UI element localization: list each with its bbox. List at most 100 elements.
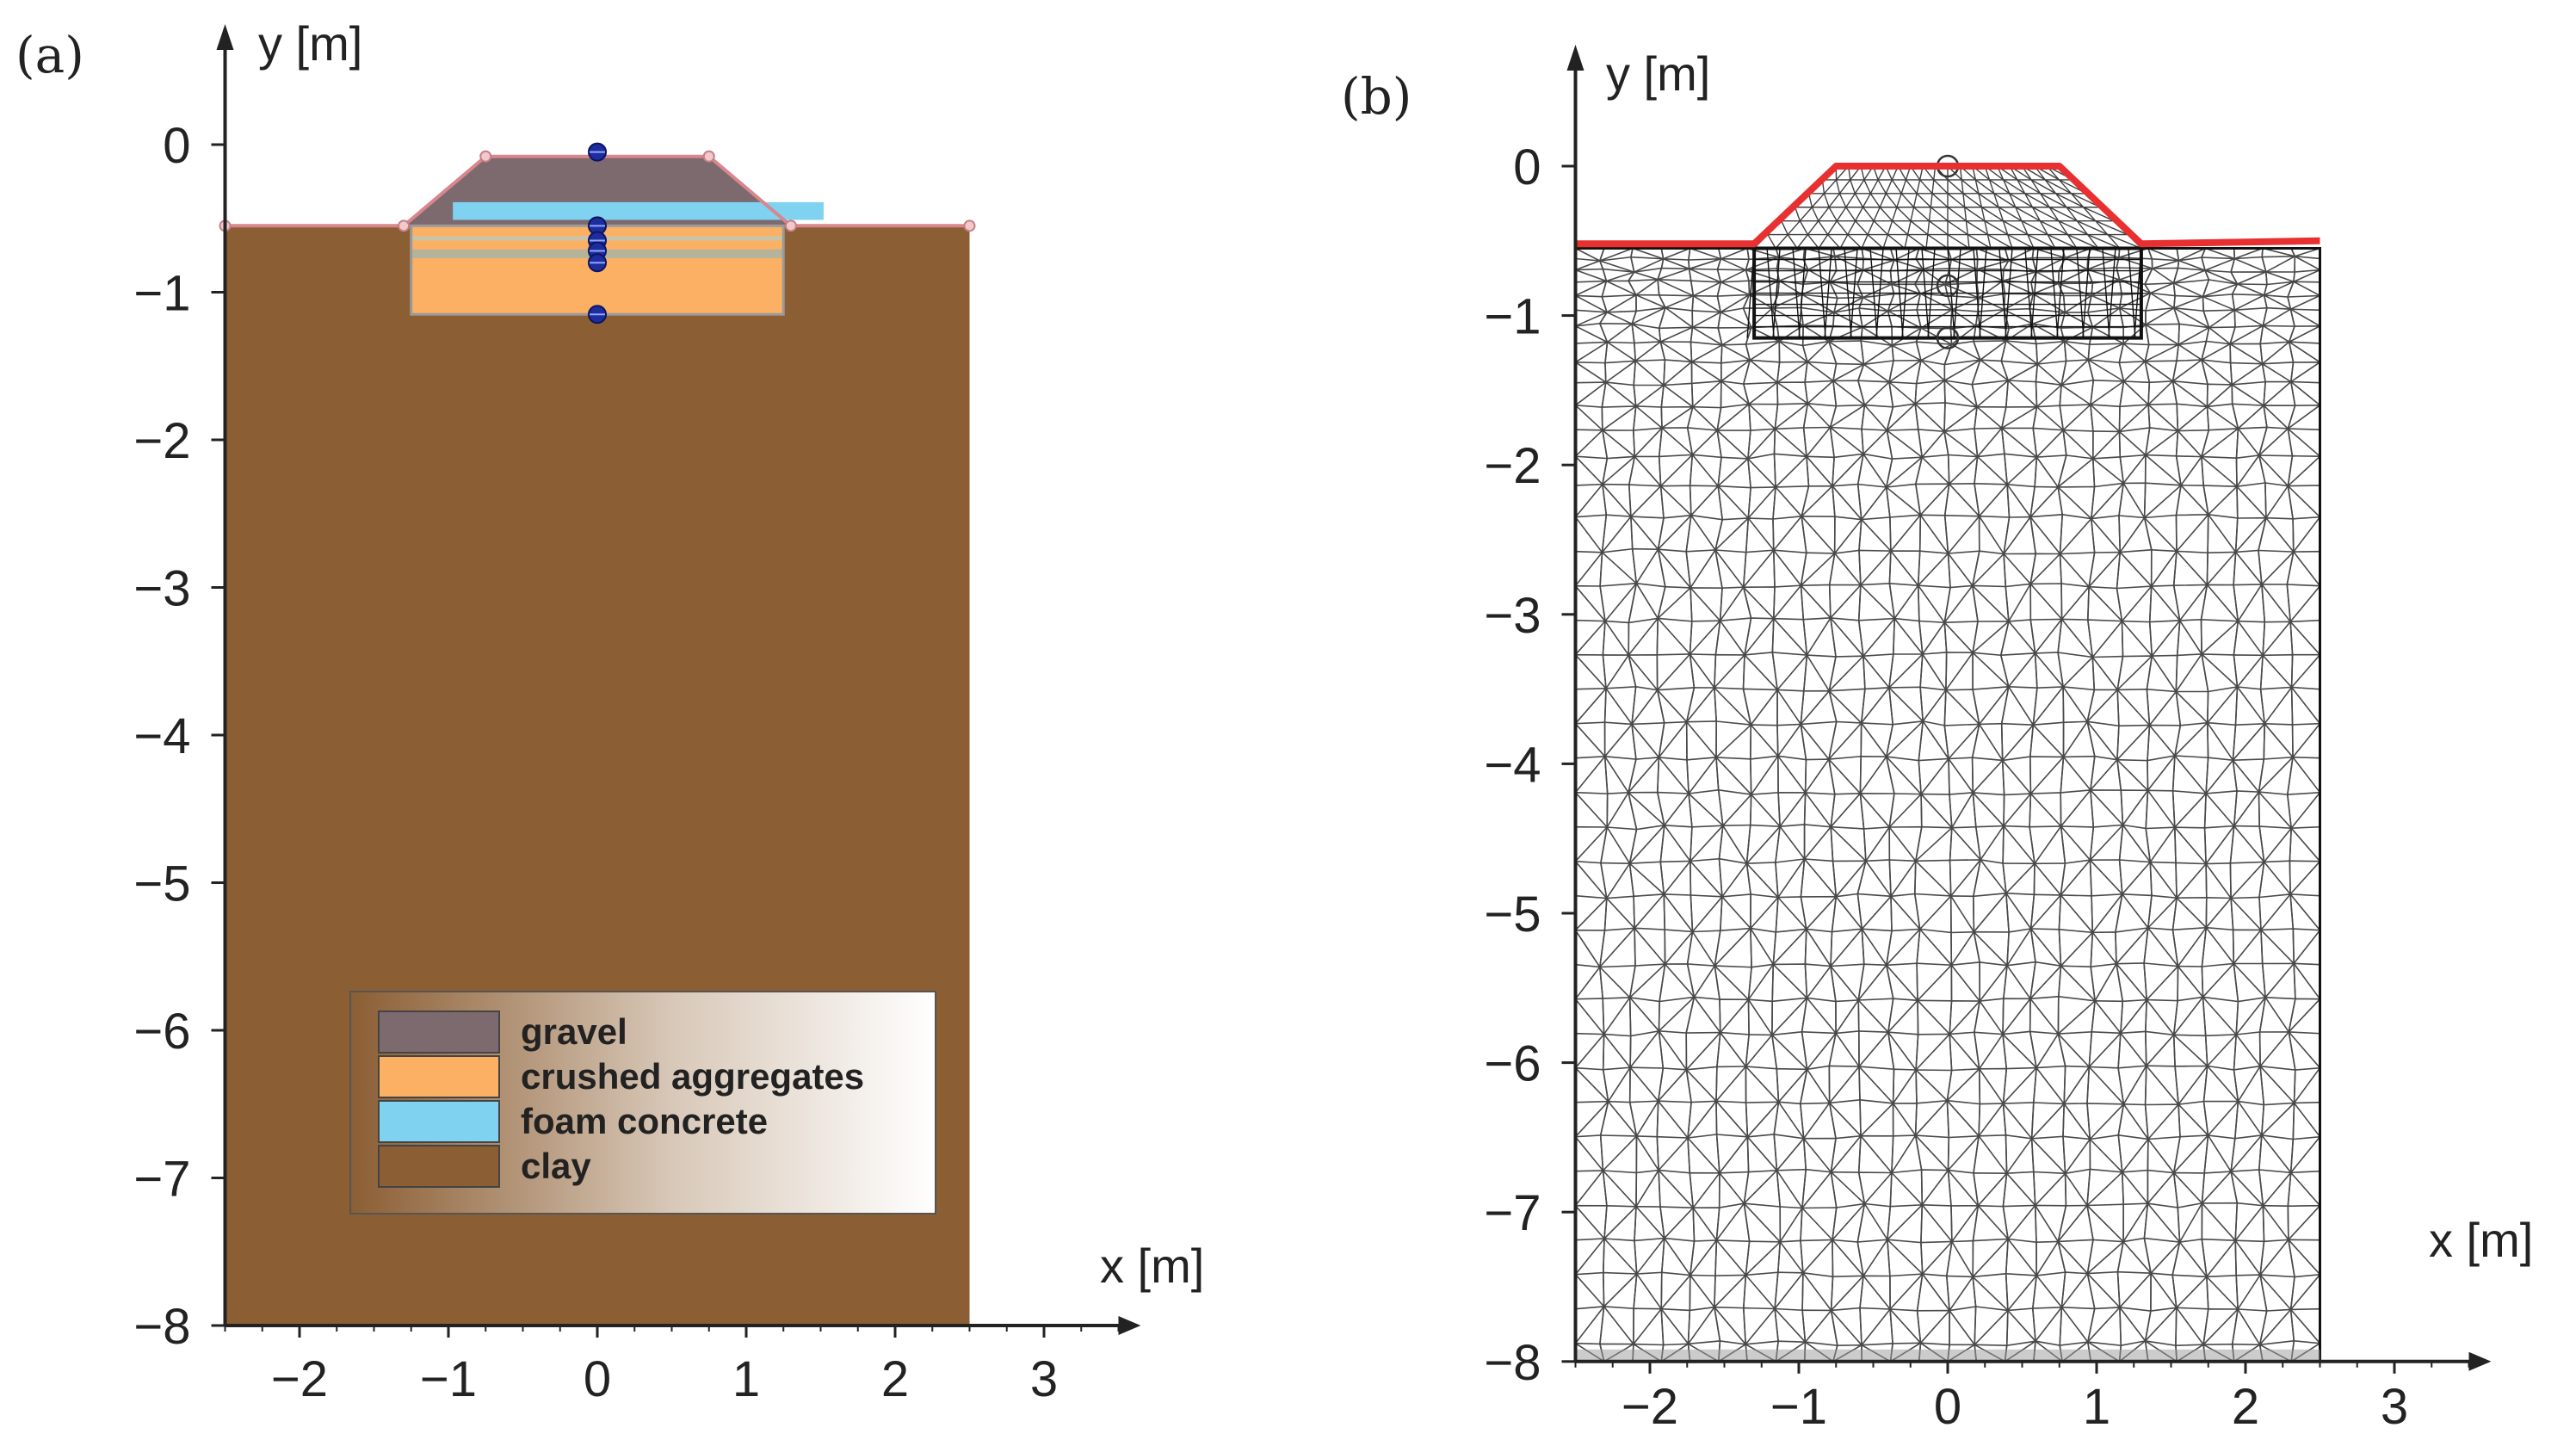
mesh-cell	[2234, 1100, 2265, 1139]
mesh-cell	[2057, 454, 2096, 488]
mesh-cell	[1776, 361, 1808, 383]
structure-mesh-col	[2005, 248, 2013, 338]
mesh-cell	[2147, 1169, 2179, 1208]
mesh-cell	[1888, 859, 1917, 897]
mesh-cell	[1714, 1239, 1751, 1276]
mesh-cell	[2120, 998, 2148, 1034]
mesh-cell	[1574, 1204, 1608, 1240]
mesh-cell	[2144, 1103, 2181, 1140]
mesh-cell	[1685, 996, 1721, 1034]
mesh-cell	[1945, 652, 1974, 691]
mesh-cell	[1745, 824, 1782, 864]
embankment-mesh-diag	[2048, 207, 2078, 222]
mesh-cell	[1602, 430, 1636, 459]
mesh-cell	[1690, 380, 1722, 408]
mesh-cell	[1602, 997, 1632, 1036]
mesh-cell	[2151, 258, 2180, 269]
mesh-cell	[2064, 1168, 2091, 1206]
embankment-mesh-col	[2030, 179, 2042, 195]
mesh-cell	[1745, 862, 1779, 899]
mesh-cell	[1777, 792, 1807, 827]
mesh-cell	[1604, 341, 1636, 363]
mesh-cell	[1599, 582, 1638, 623]
mesh-cell	[2259, 653, 2294, 689]
mesh-cell	[2205, 897, 2234, 930]
mesh-cell	[2005, 1134, 2035, 1174]
mesh-cell	[2201, 359, 2233, 386]
mesh-cell	[2060, 311, 2094, 329]
embankment-mesh-diag	[1905, 179, 1918, 195]
mesh-cell	[1720, 380, 1750, 408]
y-tick-label: −4	[133, 708, 190, 764]
y-tick-label: −1	[133, 266, 190, 322]
embankment-mesh-col	[2017, 179, 2026, 195]
mesh-cell	[2090, 789, 2124, 827]
mesh-cell	[2029, 825, 2066, 864]
mesh-cell	[1801, 997, 1837, 1034]
embankment-mesh-col	[1796, 234, 1808, 249]
mesh-cell	[1660, 1307, 1691, 1345]
mesh-cell	[2289, 619, 2321, 656]
mesh-cell	[2258, 426, 2294, 456]
embankment-mesh-col	[1993, 193, 1999, 207]
mesh-cell	[1745, 517, 1775, 553]
mesh-cell	[1659, 341, 1693, 362]
mesh-cell	[2290, 380, 2321, 406]
mesh-cell	[2144, 343, 2180, 362]
x-tick-label: −1	[420, 1351, 477, 1407]
embankment-mesh-diag	[1929, 220, 1949, 236]
mesh-cell	[1635, 1135, 1659, 1173]
mesh-cell	[1888, 793, 1923, 828]
mesh-cell	[1835, 999, 1860, 1034]
embankment-mesh-col	[2058, 179, 2073, 195]
mesh-cell	[2235, 454, 2266, 487]
mesh-cell	[1656, 653, 1696, 691]
mesh-cell	[1685, 720, 1718, 760]
mesh-cell	[2032, 1271, 2066, 1309]
mesh-cell	[1949, 258, 1979, 270]
mesh-cell	[1688, 788, 1724, 827]
outline-vertex	[398, 219, 411, 232]
mesh-cell	[1574, 1271, 1605, 1309]
mesh-cell	[1716, 269, 1750, 283]
embankment-mesh-diag	[1811, 207, 1819, 221]
y-tick-label: −2	[133, 413, 190, 469]
embankment-mesh-col	[1873, 207, 1881, 221]
mesh-cell	[1717, 485, 1751, 520]
embankment-mesh-col	[1854, 179, 1865, 195]
embankment-mesh-col	[1862, 193, 1871, 208]
legend-label: foam concrete	[521, 1101, 768, 1141]
y-tick-label: −7	[133, 1152, 190, 1208]
mesh-cell	[2289, 893, 2321, 931]
mesh-cell	[1747, 453, 1776, 488]
mesh-cell	[2230, 1169, 2264, 1207]
mesh-cell	[2057, 485, 2096, 520]
mesh-cell	[2235, 996, 2267, 1035]
mesh-cell	[2232, 722, 2266, 761]
mesh-cell	[1804, 928, 1833, 967]
mesh-cell	[1746, 1134, 1778, 1172]
mesh-cell	[1947, 454, 1979, 485]
structure-mesh-col	[1766, 248, 1775, 338]
embankment-mesh-col	[1887, 220, 1893, 235]
mesh-cell	[2057, 652, 2096, 690]
mesh-cell	[1657, 514, 1692, 552]
mesh-cell	[1949, 825, 1981, 861]
mesh-cell	[1574, 362, 1607, 383]
mesh-cell	[1828, 720, 1863, 760]
mesh-cell	[2258, 516, 2295, 553]
mesh-cell	[1828, 755, 1863, 794]
embankment-mesh-diag	[2087, 233, 2121, 250]
embankment-mesh-diag	[1836, 220, 1849, 236]
embankment-mesh-diag	[1984, 220, 2009, 236]
x-tick-label: 3	[1030, 1351, 1058, 1407]
mesh-cell	[1916, 928, 1953, 966]
embankment-mesh-diag	[1892, 220, 1909, 236]
mesh-cell	[2202, 485, 2239, 519]
monitoring-point	[1936, 274, 1960, 298]
mesh-cell	[2032, 1306, 2063, 1346]
mesh-cell	[1719, 998, 1750, 1035]
embankment-mesh-diag	[1978, 193, 1999, 208]
mesh-cell	[1658, 996, 1696, 1034]
mesh-cell	[2172, 550, 2208, 586]
